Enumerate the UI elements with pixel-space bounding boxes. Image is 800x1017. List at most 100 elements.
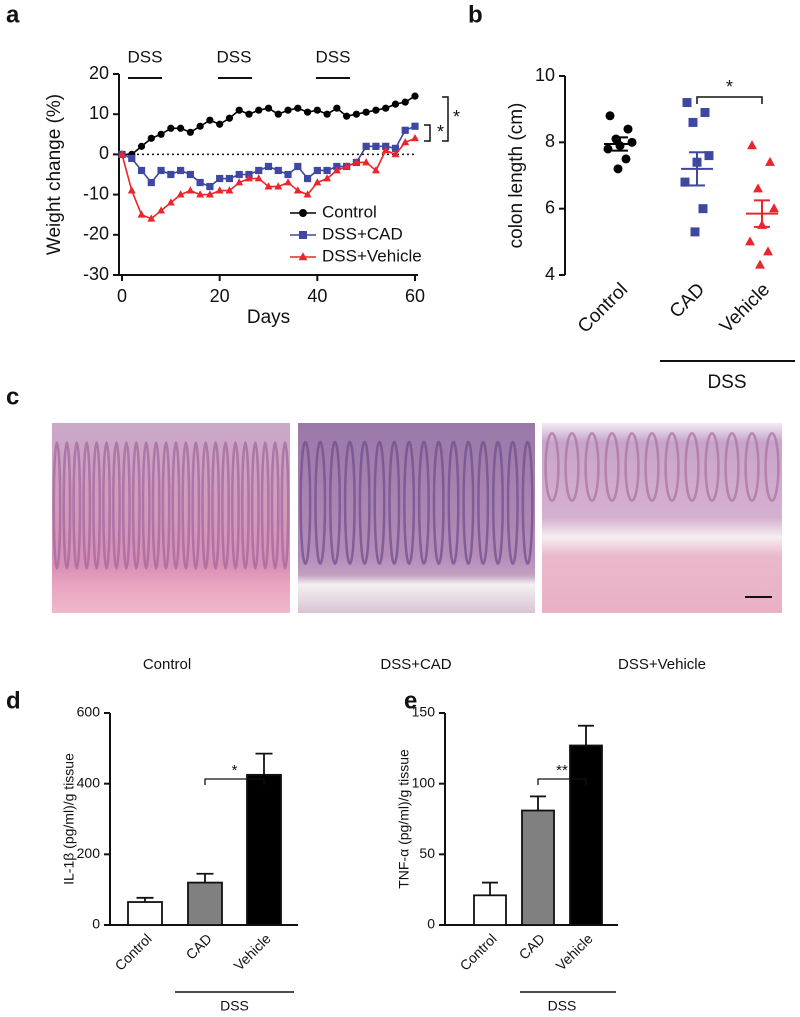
marker xyxy=(299,209,307,217)
marker xyxy=(284,170,292,179)
marker xyxy=(763,246,773,256)
y-tick-label: 0 xyxy=(99,143,109,163)
marker xyxy=(293,186,302,194)
panel-label: b xyxy=(468,1,483,28)
y-tick-label: 200 xyxy=(77,845,101,861)
marker xyxy=(196,178,204,187)
histology-texture xyxy=(403,440,416,565)
histology-images xyxy=(52,423,782,613)
histology-texture xyxy=(231,441,240,570)
histology-texture xyxy=(151,441,161,570)
marker xyxy=(745,236,755,246)
panel-label: c xyxy=(6,383,19,410)
image-caption: DSS+Vehicle xyxy=(618,656,706,673)
marker xyxy=(137,166,146,175)
histology-texture xyxy=(744,432,760,502)
marker xyxy=(206,182,214,191)
histology-texture xyxy=(491,440,504,565)
histology-texture xyxy=(201,441,211,570)
x-tick-label: CAD xyxy=(516,930,548,962)
histology-texture xyxy=(221,441,230,570)
marker xyxy=(362,158,371,166)
marker xyxy=(688,117,698,127)
legend-label: DSS+Vehicle xyxy=(322,246,422,265)
marker xyxy=(391,144,400,152)
marker xyxy=(245,110,253,118)
group-label: DSS xyxy=(220,998,249,1014)
marker xyxy=(401,138,410,146)
y-tick-label: 100 xyxy=(412,774,436,790)
x-tick-label: 20 xyxy=(210,286,230,306)
marker xyxy=(313,178,322,186)
histology-texture xyxy=(447,440,460,565)
histology-texture xyxy=(432,440,445,565)
marker xyxy=(206,116,214,124)
x-tick-label: CAD xyxy=(183,930,215,962)
histology-texture xyxy=(82,441,92,570)
marker xyxy=(254,174,263,182)
marker xyxy=(298,252,308,261)
marker xyxy=(294,162,302,171)
marker xyxy=(186,170,194,179)
histology-texture xyxy=(260,441,270,570)
x-tick-label: Vehicle xyxy=(552,930,595,973)
marker xyxy=(235,106,243,114)
y-axis-label: colon length (cm) xyxy=(506,103,527,249)
marker xyxy=(216,120,224,128)
marker xyxy=(215,186,224,194)
marker xyxy=(371,166,380,174)
marker xyxy=(411,134,419,142)
marker xyxy=(284,106,292,114)
marker xyxy=(372,142,380,150)
marker xyxy=(700,107,710,117)
bar xyxy=(521,809,555,926)
marker xyxy=(623,124,633,134)
marker xyxy=(225,114,234,122)
histology-texture xyxy=(704,432,720,502)
histology-texture xyxy=(141,441,151,570)
histology-texture xyxy=(604,432,620,502)
bar xyxy=(127,901,163,926)
x-tick-label: CAD xyxy=(666,279,709,322)
bar xyxy=(569,744,603,926)
marker xyxy=(682,98,692,108)
x-tick-label: Control xyxy=(112,930,155,973)
histology-texture xyxy=(280,441,290,570)
significance: * xyxy=(437,122,444,142)
histology-texture xyxy=(131,441,141,570)
marker xyxy=(313,106,321,114)
marker xyxy=(274,110,282,118)
significance-bracket xyxy=(204,778,265,785)
marker xyxy=(128,154,136,163)
panel-label: e xyxy=(404,687,417,714)
y-tick-label: 150 xyxy=(412,704,436,720)
marker xyxy=(274,182,283,190)
marker xyxy=(352,158,361,166)
marker xyxy=(157,166,165,175)
marker xyxy=(147,178,155,187)
treatment-label: DSS xyxy=(316,47,351,66)
significance-bracket xyxy=(537,778,587,785)
histology-texture xyxy=(544,432,560,502)
y-tick-label: 10 xyxy=(535,65,555,85)
marker xyxy=(299,231,307,239)
marker xyxy=(747,140,757,150)
marker xyxy=(196,122,204,130)
marker xyxy=(255,106,263,114)
y-tick-label: 400 xyxy=(77,774,101,790)
marker xyxy=(264,104,273,112)
marker xyxy=(137,142,146,150)
significance-bracket xyxy=(424,124,431,142)
significance: * xyxy=(453,107,460,127)
histology-texture xyxy=(724,432,740,502)
marker xyxy=(391,100,400,108)
marker xyxy=(294,104,302,112)
histology-texture xyxy=(314,440,327,565)
marker xyxy=(196,190,205,198)
x-tick-label: Vehicle xyxy=(716,279,774,337)
marker xyxy=(245,174,253,182)
marker xyxy=(704,151,714,161)
histology-texture xyxy=(343,440,356,565)
marker xyxy=(186,128,194,136)
marker xyxy=(264,162,273,171)
